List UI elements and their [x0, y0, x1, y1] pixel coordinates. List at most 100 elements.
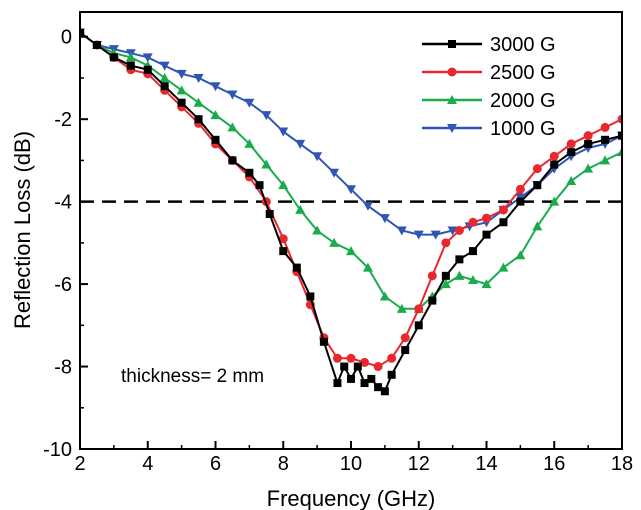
data-point-2500-g: [583, 131, 593, 141]
x-tick-label: 10: [340, 453, 362, 475]
data-point-2000-g: [379, 291, 390, 301]
series-line-2000-g: [80, 31, 622, 310]
data-point-2500-g: [427, 271, 437, 281]
data-point-3000-g: [428, 296, 437, 305]
data-point-3000-g: [228, 156, 237, 165]
data-point-2500-g: [617, 114, 622, 124]
thickness-annotation: thickness= 2 mm: [121, 366, 264, 387]
legend-marker-1000-g: [447, 124, 457, 133]
data-point-1000-g: [210, 82, 221, 92]
x-tick-label: 14: [475, 453, 497, 475]
data-point-2000-g: [227, 122, 238, 132]
data-point-2500-g: [566, 139, 576, 149]
data-point-1000-g: [142, 53, 153, 63]
data-point-2000-g: [244, 138, 255, 148]
data-point-3000-g: [468, 247, 477, 256]
data-point-3000-g: [482, 230, 491, 239]
data-point-2500-g: [468, 217, 478, 227]
data-point-3000-g: [455, 255, 464, 264]
data-point-2500-g: [482, 213, 491, 223]
legend-marker-2500-g: [447, 67, 457, 77]
data-point-2000-g: [600, 155, 611, 165]
data-point-3000-g: [126, 61, 135, 70]
data-point-2000-g: [617, 147, 622, 157]
data-point-2500-g: [346, 353, 356, 363]
data-point-1000-g: [193, 73, 204, 83]
x-tick-label: 6: [210, 453, 221, 475]
data-point-3000-g: [194, 115, 203, 124]
axis-ticks: 2 4 6 8 10 12 14 16 18 0 -2 -4 -6 -8 -10: [43, 27, 633, 475]
data-point-1000-g: [227, 90, 238, 100]
data-point-2500-g: [373, 362, 383, 372]
data-point-3000-g: [265, 210, 274, 219]
data-point-3000-g: [92, 40, 101, 49]
data-point-2500-g: [278, 234, 288, 244]
data-point-3000-g: [306, 292, 315, 301]
data-point-3000-g: [279, 247, 288, 256]
data-point-1000-g: [379, 214, 390, 224]
x-tick-label: 16: [543, 453, 565, 475]
data-point-2000-g: [125, 52, 136, 62]
data-point-3000-g: [367, 374, 376, 383]
data-point-3000-g: [177, 98, 186, 107]
data-point-2000-g: [312, 225, 323, 235]
data-point-1000-g: [176, 69, 187, 79]
data-point-2500-g: [532, 164, 542, 174]
data-point-2500-g: [414, 304, 424, 314]
data-point-3000-g: [211, 135, 220, 144]
data-point-3000-g: [80, 28, 84, 37]
data-point-2000-g: [396, 303, 407, 313]
data-point-2000-g: [467, 274, 478, 284]
data-point-1000-g: [312, 152, 323, 162]
data-point-1000-g: [329, 168, 340, 178]
data-point-2000-g: [532, 221, 543, 231]
data-point-3000-g: [618, 131, 622, 140]
y-tick-label: -8: [54, 357, 72, 379]
data-point-1000-g: [295, 139, 306, 149]
data-point-2000-g: [440, 279, 451, 289]
data-point-3000-g: [584, 139, 593, 148]
data-point-2000-g: [346, 246, 356, 256]
data-point-2500-g: [454, 226, 464, 235]
data-point-3000-g: [292, 263, 301, 272]
data-point-3000-g: [143, 65, 152, 74]
data-point-3000-g: [441, 271, 450, 280]
data-point-3000-g: [516, 197, 525, 206]
data-point-3000-g: [380, 387, 389, 396]
data-point-2500-g: [360, 357, 370, 367]
data-point-2000-g: [159, 72, 170, 82]
data-point-3000-g: [533, 181, 542, 190]
y-tick-label: -6: [54, 274, 72, 296]
data-point-1000-g: [278, 127, 289, 137]
data-point-1000-g: [346, 185, 356, 195]
data-point-3000-g: [319, 337, 328, 346]
data-point-3000-g: [499, 218, 508, 227]
data-point-2000-g: [295, 204, 306, 214]
data-point-1000-g: [261, 111, 272, 121]
legend-label: 3000 G: [490, 34, 556, 56]
data-point-1000-g: [362, 201, 373, 211]
data-point-3000-g: [160, 82, 169, 91]
data-point-2000-g: [193, 97, 204, 107]
data-point-2000-g: [481, 279, 492, 289]
x-tick-label: 2: [74, 453, 85, 475]
legend-marker-3000-g: [448, 40, 456, 48]
data-point-2500-g: [549, 151, 559, 161]
data-point-3000-g: [550, 160, 559, 169]
data-point-3000-g: [374, 383, 383, 392]
data-point-3000-g: [347, 374, 355, 383]
data-point-2000-g: [566, 176, 577, 186]
series-3000-g: [80, 28, 622, 396]
x-tick-label: 18: [611, 453, 633, 475]
data-point-3000-g: [414, 321, 423, 330]
legend-label: 1000 G: [490, 118, 556, 140]
data-point-3000-g: [109, 53, 118, 62]
data-point-3000-g: [360, 379, 369, 388]
y-tick-label: -4: [54, 192, 72, 214]
data-point-3000-g: [567, 148, 576, 157]
data-point-2500-g: [498, 205, 508, 215]
data-point-2500-g: [515, 184, 525, 194]
data-point-2000-g: [210, 110, 221, 120]
data-point-2000-g: [549, 196, 560, 206]
